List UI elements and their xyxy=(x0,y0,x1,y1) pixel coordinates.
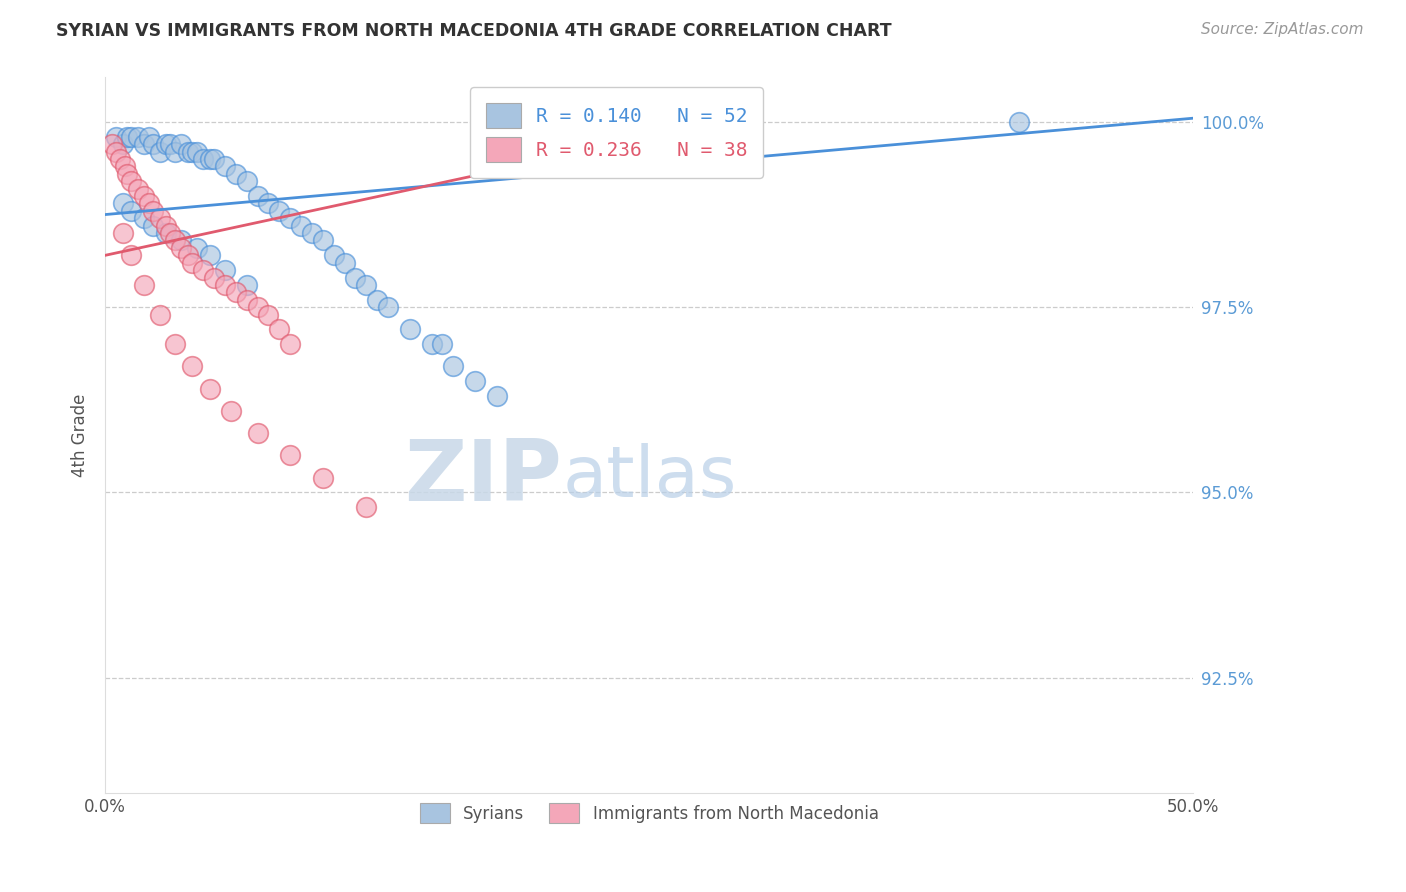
Point xyxy=(163,234,186,248)
Point xyxy=(115,129,138,144)
Point xyxy=(235,277,257,292)
Point xyxy=(202,270,225,285)
Point xyxy=(142,137,165,152)
Point xyxy=(366,293,388,307)
Point xyxy=(198,382,221,396)
Point xyxy=(134,137,156,152)
Point xyxy=(278,337,301,351)
Point xyxy=(105,129,128,144)
Point xyxy=(111,137,134,152)
Point xyxy=(186,145,208,159)
Point xyxy=(170,137,193,152)
Point xyxy=(246,189,269,203)
Point xyxy=(111,226,134,240)
Text: Source: ZipAtlas.com: Source: ZipAtlas.com xyxy=(1201,22,1364,37)
Point xyxy=(177,145,200,159)
Point xyxy=(159,137,181,152)
Point xyxy=(149,211,172,226)
Point xyxy=(356,277,378,292)
Point xyxy=(120,203,142,218)
Legend: Syrians, Immigrants from North Macedonia: Syrians, Immigrants from North Macedonia xyxy=(408,792,890,834)
Point xyxy=(214,263,236,277)
Point xyxy=(278,449,301,463)
Point xyxy=(134,211,156,226)
Point xyxy=(278,211,301,226)
Point xyxy=(225,167,247,181)
Point xyxy=(225,285,247,300)
Point xyxy=(485,389,508,403)
Point xyxy=(181,256,204,270)
Point xyxy=(333,256,356,270)
Point xyxy=(257,308,280,322)
Point xyxy=(163,145,186,159)
Point xyxy=(115,167,138,181)
Point xyxy=(127,181,149,195)
Point xyxy=(398,322,420,336)
Point xyxy=(1008,115,1031,129)
Text: atlas: atlas xyxy=(562,443,737,513)
Point xyxy=(202,152,225,166)
Point xyxy=(127,129,149,144)
Point xyxy=(159,226,181,240)
Point xyxy=(377,300,399,314)
Point xyxy=(155,137,177,152)
Point xyxy=(110,152,132,166)
Point xyxy=(198,248,221,262)
Point xyxy=(246,300,269,314)
Point xyxy=(246,426,269,441)
Y-axis label: 4th Grade: 4th Grade xyxy=(72,393,89,476)
Point xyxy=(312,470,335,484)
Point xyxy=(170,234,193,248)
Point xyxy=(120,174,142,188)
Point xyxy=(356,500,378,515)
Point xyxy=(155,226,177,240)
Point xyxy=(269,203,291,218)
Point xyxy=(138,196,160,211)
Point xyxy=(186,241,208,255)
Point xyxy=(191,263,214,277)
Point xyxy=(269,322,291,336)
Point xyxy=(177,248,200,262)
Point xyxy=(235,174,257,188)
Point xyxy=(290,219,312,233)
Point xyxy=(441,359,464,374)
Point xyxy=(114,160,136,174)
Point xyxy=(142,219,165,233)
Point xyxy=(257,196,280,211)
Point xyxy=(142,203,165,218)
Point xyxy=(134,189,156,203)
Point xyxy=(100,137,122,152)
Point xyxy=(105,145,128,159)
Point xyxy=(120,248,142,262)
Point xyxy=(432,337,454,351)
Point xyxy=(420,337,443,351)
Point xyxy=(120,129,142,144)
Point xyxy=(134,277,156,292)
Point xyxy=(181,359,204,374)
Text: ZIP: ZIP xyxy=(405,436,562,519)
Point xyxy=(181,145,204,159)
Point xyxy=(111,196,134,211)
Point xyxy=(344,270,367,285)
Point xyxy=(235,293,257,307)
Point xyxy=(163,337,186,351)
Point xyxy=(138,129,160,144)
Point xyxy=(322,248,344,262)
Point xyxy=(312,234,335,248)
Point xyxy=(191,152,214,166)
Point xyxy=(198,152,221,166)
Point xyxy=(149,145,172,159)
Point xyxy=(221,404,243,418)
Point xyxy=(149,308,172,322)
Point xyxy=(214,160,236,174)
Point xyxy=(464,374,486,388)
Text: SYRIAN VS IMMIGRANTS FROM NORTH MACEDONIA 4TH GRADE CORRELATION CHART: SYRIAN VS IMMIGRANTS FROM NORTH MACEDONI… xyxy=(56,22,891,40)
Point xyxy=(214,277,236,292)
Point xyxy=(301,226,323,240)
Point xyxy=(155,219,177,233)
Point xyxy=(170,241,193,255)
